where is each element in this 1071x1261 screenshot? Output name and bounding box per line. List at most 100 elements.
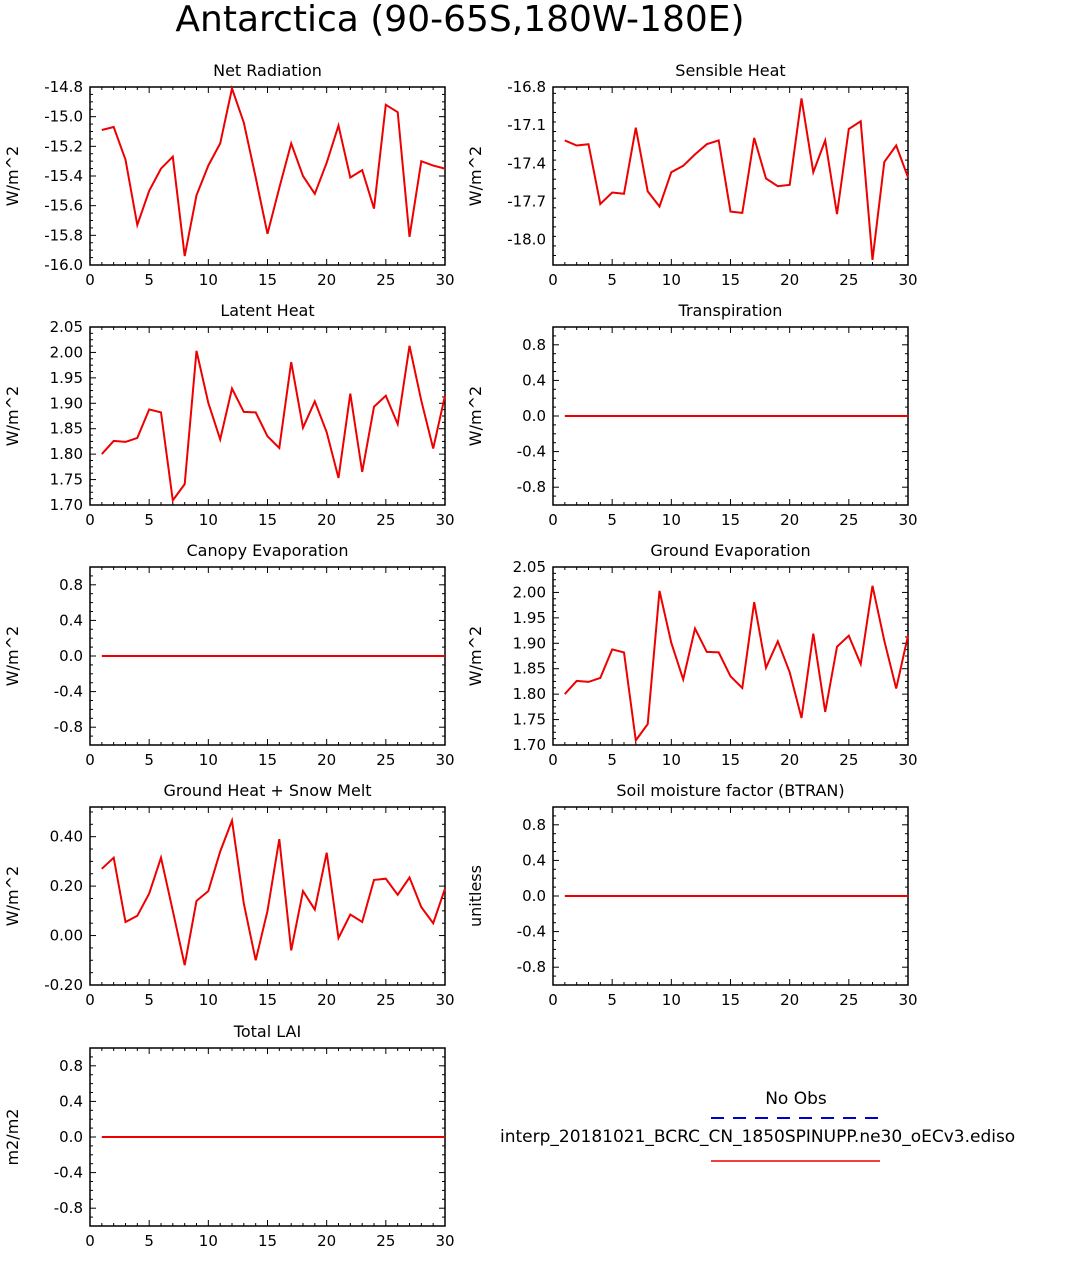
panel-1-ytick-label: -16.0: [44, 256, 83, 274]
figure-title: Antarctica (90-65S,180W-180E): [175, 0, 745, 40]
panel-4-ylabel: W/m^2: [466, 386, 485, 446]
panel-9-ytick-label: 0.4: [59, 1092, 83, 1110]
panel-9-ytick-label: 0.8: [59, 1057, 83, 1075]
panel-7-xtick-label: 15: [258, 991, 277, 1009]
panel-6-ytick-label: 1.85: [513, 660, 546, 678]
panel-7-xtick-label: 10: [199, 991, 218, 1009]
panel-8-xtick-label: 15: [721, 991, 740, 1009]
panel-8-title: Soil moisture factor (BTRAN): [616, 781, 844, 800]
panel-9-ytick-label: 0.0: [59, 1128, 83, 1146]
panel-5-ylabel: W/m^2: [3, 626, 22, 686]
panel-2-ytick-label: -16.8: [507, 78, 546, 96]
panel-5-xtick-label: 25: [376, 751, 395, 769]
panel-6-ylabel: W/m^2: [466, 626, 485, 686]
panel-7-frame: [89, 806, 446, 986]
panel-2-xtick-label: 15: [721, 271, 740, 289]
panel-6-series-line: [564, 585, 909, 744]
panel-5-xtick-label: 30: [435, 751, 454, 769]
panel-7-ytick-label: 0.00: [50, 927, 83, 945]
panel-9-xtick-label: 25: [376, 1232, 395, 1250]
panel-6-title: Ground Evaporation: [650, 541, 810, 560]
panel-6-ytick-label: 2.00: [513, 583, 546, 601]
panel-1-ytick-label: -15.6: [44, 197, 83, 215]
panel-6-xtick-label: 25: [839, 751, 858, 769]
panel-5-xtick-label: 15: [258, 751, 277, 769]
panel-9-xtick-label: 30: [435, 1232, 454, 1250]
panel-5-xtick-label: 10: [199, 751, 218, 769]
panel-4-xtick-label: 10: [662, 511, 681, 529]
panel-6-ytick-label: 1.75: [513, 711, 546, 729]
panel-9-ylabel: m2/m2: [3, 1109, 22, 1166]
panel-9-ytick-label: -0.4: [54, 1164, 83, 1182]
panel-3-xtick-label: 20: [317, 511, 336, 529]
panel-2-xtick-label: 0: [548, 271, 558, 289]
panel-1-ytick-label: -14.8: [44, 78, 83, 96]
panel-2-ytick-label: -17.7: [507, 192, 546, 210]
panel-3-ytick-label: 2.05: [50, 318, 83, 336]
panel-8-xtick-label: 0: [548, 991, 558, 1009]
panel-1-xtick-label: 30: [435, 271, 454, 289]
panel-1-ytick-label: -15.4: [44, 167, 83, 185]
panel-4-ytick-label: -0.8: [517, 478, 546, 496]
panel-8-ytick-label: 0.8: [522, 816, 546, 834]
panel-2-ytick-label: -18.0: [507, 231, 546, 249]
panel-7-series-line: [101, 816, 446, 966]
panel-2-ytick-label: -17.1: [507, 116, 546, 134]
panel-8-xtick-label: 10: [662, 991, 681, 1009]
panel-2-frame: [552, 86, 909, 266]
panel-6-xtick-label: 15: [721, 751, 740, 769]
panel-1-xtick-label: 20: [317, 271, 336, 289]
panel-6-ytick-label: 1.95: [513, 609, 546, 627]
panel-4-ytick-label: -0.4: [517, 443, 546, 461]
panel-9-xtick-label: 10: [199, 1232, 218, 1250]
panel-2-xtick-label: 30: [898, 271, 917, 289]
panel-5-ytick-label: 0.0: [59, 647, 83, 665]
panel-2-ylabel: W/m^2: [466, 146, 485, 206]
panel-3-xtick-label: 30: [435, 511, 454, 529]
panel-5-ytick-label: -0.8: [54, 718, 83, 736]
panel-3-ytick-label: 2.00: [50, 343, 83, 361]
panel-6-xtick-label: 20: [780, 751, 799, 769]
panel-5-title: Canopy Evaporation: [187, 541, 349, 560]
panel-2-xtick-label: 20: [780, 271, 799, 289]
legend-model-label: interp_20181021_BCRC_CN_1850SPINUPP.ne30…: [500, 1127, 1016, 1147]
panel-7-xtick-label: 30: [435, 991, 454, 1009]
panel-6-frame: [552, 566, 909, 746]
panel-7-title: Ground Heat + Snow Melt: [163, 781, 371, 800]
panel-8-xtick-label: 25: [839, 991, 858, 1009]
panel-4-xtick-label: 25: [839, 511, 858, 529]
panel-6-ytick-label: 1.70: [513, 736, 546, 754]
panel-1-xtick-label: 5: [144, 271, 154, 289]
panel-4-ytick-label: 0.0: [522, 407, 546, 425]
panel-4-title: Transpiration: [678, 301, 783, 320]
panel-9-xtick-label: 15: [258, 1232, 277, 1250]
panel-3-xtick-label: 10: [199, 511, 218, 529]
panel-7-ytick-label: 0.40: [50, 828, 83, 846]
panel-5-ytick-label: -0.4: [54, 683, 83, 701]
panel-6-ytick-label: 2.05: [513, 558, 546, 576]
panel-1-frame: [89, 86, 446, 266]
panel-7-ytick-label: 0.20: [50, 877, 83, 895]
panel-3-ytick-label: 1.90: [50, 394, 83, 412]
panel-8-xtick-label: 20: [780, 991, 799, 1009]
panel-8-xtick-label: 30: [898, 991, 917, 1009]
panel-1-ytick-label: -15.8: [44, 226, 83, 244]
panel-3-xtick-label: 25: [376, 511, 395, 529]
panel-8-ytick-label: -0.4: [517, 923, 546, 941]
panel-3-frame: [89, 326, 446, 506]
panel-5-ytick-label: 0.8: [59, 576, 83, 594]
panel-1-ytick-label: -15.2: [44, 137, 83, 155]
panel-3-xtick-label: 15: [258, 511, 277, 529]
panel-7-xtick-label: 20: [317, 991, 336, 1009]
panel-2-title: Sensible Heat: [675, 61, 785, 80]
panel-5-ytick-label: 0.4: [59, 611, 83, 629]
panel-4-xtick-label: 5: [607, 511, 617, 529]
panel-3-ytick-label: 1.95: [50, 369, 83, 387]
panel-1-xtick-label: 15: [258, 271, 277, 289]
panel-7-xtick-label: 25: [376, 991, 395, 1009]
panel-3-ytick-label: 1.85: [50, 420, 83, 438]
panel-1-xtick-label: 10: [199, 271, 218, 289]
panel-6-xtick-label: 30: [898, 751, 917, 769]
panel-3-ytick-label: 1.70: [50, 496, 83, 514]
